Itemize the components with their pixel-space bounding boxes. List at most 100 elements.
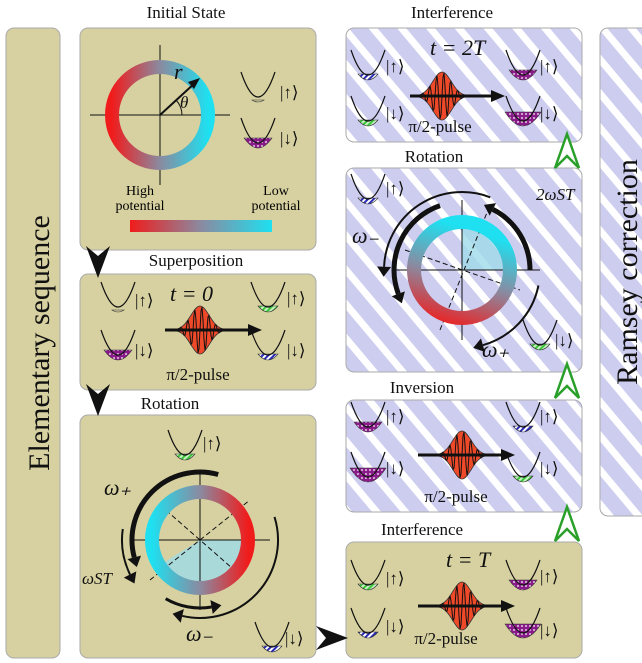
label: |↓⟩ (135, 341, 154, 360)
panel (79, 414, 317, 659)
panel-title: Interference (381, 520, 463, 539)
label: Low potential (251, 184, 301, 214)
arrow-head (483, 203, 497, 216)
label: |↓⟩ (386, 459, 405, 478)
well-fill (357, 583, 379, 591)
sidebar-right (599, 27, 642, 517)
label: |↓⟩ (540, 621, 559, 640)
label: π/2-pulse (166, 365, 229, 384)
well-fill (251, 99, 265, 103)
label: |↑⟩ (386, 407, 405, 426)
rotation-arrow (391, 203, 441, 295)
well (350, 559, 386, 586)
label: r (174, 59, 183, 84)
rotation-arrow (164, 597, 212, 610)
label: 2ωST (536, 185, 576, 204)
arrow-head (210, 600, 222, 614)
well-fill (349, 467, 387, 483)
ring (105, 60, 215, 170)
sidebar-label: Ramsey correction (611, 159, 642, 385)
sidebar-left (5, 27, 61, 659)
well (350, 607, 386, 634)
label: |↑⟩ (287, 289, 306, 308)
label: t = 2T (430, 35, 487, 60)
label: π/2-pulse (414, 629, 477, 648)
well (100, 329, 136, 356)
well (350, 173, 386, 200)
decorations (86, 45, 581, 653)
panel-title: Interference (411, 3, 493, 22)
label: t = T (446, 547, 492, 572)
label: |↓⟩ (386, 617, 405, 636)
arrow-head (391, 291, 405, 304)
panels (5, 27, 642, 659)
label: |↑⟩ (540, 407, 559, 426)
label: π/2-pulse (424, 487, 487, 506)
well (254, 621, 290, 648)
label: |↑⟩ (135, 291, 154, 310)
arrow-head (473, 338, 485, 352)
label: ω₋ (352, 223, 380, 248)
well (505, 607, 541, 634)
arrow-head (123, 571, 137, 584)
label: ω₋ (186, 621, 214, 646)
well-fill (512, 425, 534, 433)
flow-arrow (553, 503, 581, 542)
well-fill (504, 111, 542, 127)
well-fill (261, 645, 283, 653)
labels: Elementary sequence Ramsey correction In… (23, 3, 642, 648)
ring (407, 215, 517, 325)
label: High potential (115, 184, 165, 214)
arrow-head (172, 609, 184, 623)
sidebar-label: Elementary sequence (23, 215, 56, 471)
well-fill (504, 623, 542, 639)
label: ω₊ (482, 337, 510, 362)
arrow-head (377, 266, 392, 277)
arrow-head (501, 600, 515, 612)
well (350, 401, 386, 428)
flow-arrow (86, 384, 110, 416)
label: |↑⟩ (386, 179, 405, 198)
flow-arrow (316, 626, 348, 650)
well-fill (257, 305, 279, 313)
arrow-head (501, 449, 515, 461)
label: π/2-pulse (408, 117, 471, 136)
well (522, 319, 558, 346)
label: |↑⟩ (386, 57, 405, 76)
well (505, 559, 541, 586)
arrow-head (127, 555, 142, 568)
label-box: High potential (115, 184, 165, 214)
well (505, 451, 541, 478)
arrow-head (188, 78, 200, 89)
rotation-arrow (383, 191, 491, 267)
label: ωST (82, 569, 114, 588)
flow-arrow (553, 130, 581, 169)
panel-title: Rotation (141, 394, 200, 413)
rotation-arrow (121, 528, 131, 575)
well (167, 429, 203, 456)
panel-title: Rotation (405, 147, 464, 166)
label: ω₊ (104, 475, 132, 500)
label-box: Low potential (251, 184, 301, 214)
ring (145, 485, 255, 595)
well (350, 95, 386, 122)
flow-arrow (86, 246, 110, 278)
well (505, 401, 541, 428)
rotation-arrow (482, 285, 540, 347)
well (250, 281, 286, 308)
label: θ (180, 93, 188, 112)
well (505, 49, 541, 76)
rotation-arrow (491, 207, 533, 271)
label: |↓⟩ (287, 341, 306, 360)
well-fill (529, 343, 551, 351)
label: |↓⟩ (540, 104, 559, 123)
well (350, 49, 386, 76)
label: |↓⟩ (540, 459, 559, 478)
panel-title: Initial State (147, 3, 226, 22)
well (350, 451, 386, 478)
well-fill (357, 631, 379, 639)
well (505, 95, 541, 122)
panel-title: Superposition (149, 251, 244, 270)
dashed (159, 504, 241, 576)
